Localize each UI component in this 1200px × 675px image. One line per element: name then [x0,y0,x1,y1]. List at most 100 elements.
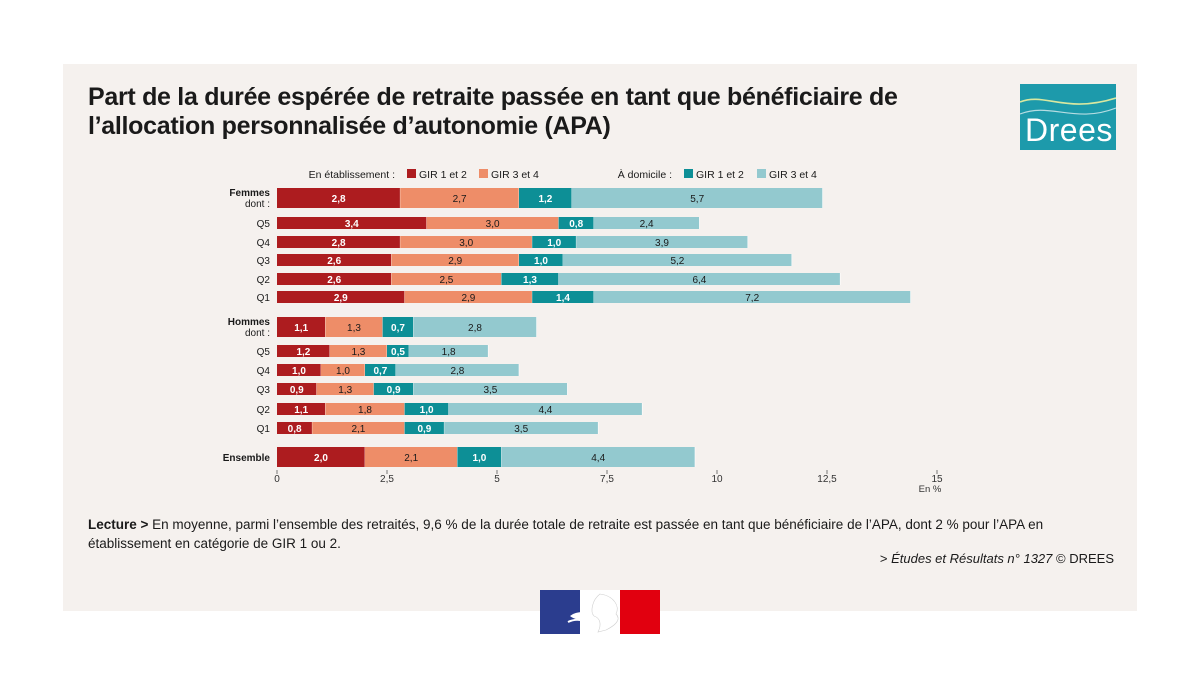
bar-segment [277,236,401,248]
x-tick-label: 0 [274,474,280,485]
data-label: 3,0 [459,238,473,249]
bar-segment [563,254,792,266]
bar-row: Q4 1,0 1,0 0,7 2,8 [257,364,520,377]
bar-segment [404,291,533,303]
drees-logo-wave-icon [1020,97,1116,115]
bar-segment [321,364,365,376]
legend-entry: GIR 1 et 2 [419,169,467,181]
category-sublabel: dont : [245,199,270,210]
legend-entry: GIR 1 et 2 [696,169,744,181]
x-unit-label: En % [919,484,942,495]
bar-segment [448,403,643,415]
data-label: 1,2 [296,347,310,358]
bar-segment [532,236,577,248]
data-label: 3,9 [655,238,669,249]
bar-segment [409,345,489,357]
source-prefix: > [879,551,892,566]
drees-logo: Drees [1020,84,1116,150]
bar-segment [395,364,519,376]
reading-note: Lecture > En moyenne, parmi l’ensemble d… [88,515,1118,553]
data-label: 3,5 [514,424,528,435]
category-label: Ensemble [223,453,271,464]
data-label: 2,9 [448,256,462,267]
data-label: 0,7 [391,323,405,334]
data-label: 1,3 [347,323,361,334]
bar-segment [316,383,374,395]
bar-segment [501,447,695,467]
chart-legend: En établissement : GIR 1 et 2 GIR 3 et 4 À … [309,168,817,181]
bar-segment [277,291,405,303]
source-note: > Études et Résultats n° 1327 © DREES [880,551,1114,566]
legend-group-label: En établissement : [309,169,395,181]
data-label: 0,9 [387,385,401,396]
data-label: 2,4 [640,219,654,230]
data-label: 1,8 [358,405,372,416]
data-label: 1,4 [556,293,570,304]
bar-segment [457,447,502,467]
data-label: 2,5 [439,275,453,286]
x-tick-label: 2,5 [380,474,394,485]
data-label: 2,1 [351,424,365,435]
reading-note-prefix: Lecture > [88,517,149,532]
figure-card [63,64,1137,611]
bar-segment [329,345,387,357]
data-label: 2,9 [334,293,348,304]
bar-segment [519,254,563,266]
data-label: 2,9 [461,293,475,304]
category-label: Q3 [257,385,271,396]
data-label: 2,8 [332,238,346,249]
bar-segment [593,291,911,303]
data-label: 0,7 [373,366,387,377]
data-label: 0,9 [290,385,304,396]
category-label: Q1 [257,293,271,304]
source-reference: Études et Résultats n° 1327 [891,551,1053,566]
bar-segment [519,188,572,208]
bar-segment [277,403,326,415]
bar-segment [400,236,533,248]
category-label: Q1 [257,424,271,435]
bar-row: Q2 1,1 1,8 1,0 4,4 [257,403,643,416]
legend-swatch [757,169,766,178]
x-tick-label: 5 [494,474,500,485]
bar-row: Q5 1,2 1,3 0,5 1,8 [257,345,489,358]
data-label: 0,8 [288,424,302,435]
category-label: Q3 [257,256,271,267]
data-label: 1,0 [336,366,350,377]
bar-segment [501,273,559,285]
bar-segment [444,422,599,434]
data-label: 1,0 [534,256,548,267]
data-label: 4,4 [591,453,605,464]
bar-segment [426,217,559,229]
bar-row: Q1 0,8 2,1 0,9 3,5 [257,422,599,435]
bar-segment [312,422,405,434]
x-tick-label: 10 [711,474,723,485]
bar-segment [277,364,321,376]
bar-segment [277,188,401,208]
data-label: 1,8 [442,347,456,358]
bar-segment [365,447,458,467]
bar-segment [387,345,409,357]
bar-segment [373,383,414,395]
data-label: 2,8 [332,194,346,205]
legend-group-label: À domicile : [618,168,672,181]
bar-segment [277,383,317,395]
data-label: 0,5 [391,347,405,358]
bar-segment [404,403,449,415]
data-label: 2,7 [453,194,467,205]
source-suffix: © DREES [1052,551,1114,566]
bar-segment [391,254,519,266]
data-label: 2,8 [450,366,464,377]
data-label: 2,1 [404,453,418,464]
bar-row: Q4 2,8 3,0 1,0 3,9 [257,236,749,249]
data-label: 1,1 [294,405,308,416]
category-label: Hommes [228,317,271,328]
data-label: 1,3 [351,347,365,358]
data-label: 7,2 [745,293,759,304]
category-label: Q5 [257,219,271,230]
bar-segment [277,422,313,434]
data-label: 2,6 [327,256,341,267]
